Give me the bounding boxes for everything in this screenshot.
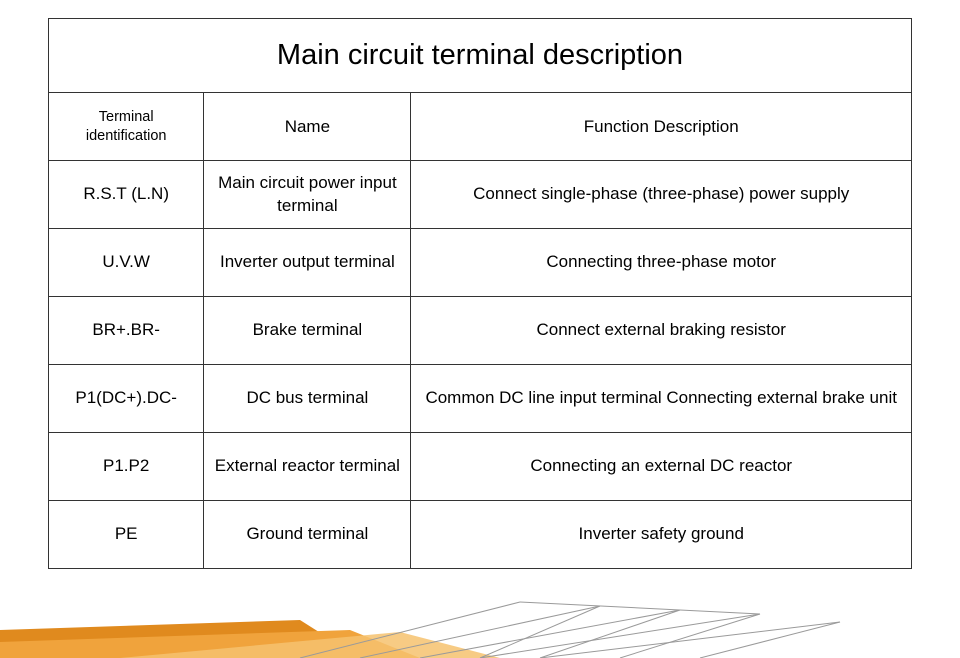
cell-terminal-id: U.V.W: [49, 229, 204, 297]
cell-terminal-id: BR+.BR-: [49, 297, 204, 365]
table-row: U.V.W Inverter output terminal Connectin…: [49, 229, 912, 297]
cell-function: Connecting an external DC reactor: [411, 433, 912, 501]
cell-function: Common DC line input terminal Connecting…: [411, 365, 912, 433]
footer-decoration: [0, 600, 960, 658]
cell-terminal-id: P1(DC+).DC-: [49, 365, 204, 433]
cell-name: Main circuit power input terminal: [204, 161, 411, 229]
cell-name: Inverter output terminal: [204, 229, 411, 297]
cell-name: DC bus terminal: [204, 365, 411, 433]
header-name: Name: [204, 93, 411, 161]
cell-function: Connecting three-phase motor: [411, 229, 912, 297]
cell-terminal-id: R.S.T (L.N): [49, 161, 204, 229]
cell-name: Brake terminal: [204, 297, 411, 365]
terminal-table: Main circuit terminal description Termin…: [48, 18, 912, 569]
table-row: BR+.BR- Brake terminal Connect external …: [49, 297, 912, 365]
cell-terminal-id: PE: [49, 501, 204, 569]
cell-function: Inverter safety ground: [411, 501, 912, 569]
cell-terminal-id: P1.P2: [49, 433, 204, 501]
table-row: P1(DC+).DC- DC bus terminal Common DC li…: [49, 365, 912, 433]
table-row: P1.P2 External reactor terminal Connecti…: [49, 433, 912, 501]
cell-name: External reactor terminal: [204, 433, 411, 501]
table-container: Main circuit terminal description Termin…: [0, 0, 960, 569]
title-row: Main circuit terminal description: [49, 19, 912, 93]
cell-function: Connect single-phase (three-phase) power…: [411, 161, 912, 229]
header-row: Terminal identification Name Function De…: [49, 93, 912, 161]
cell-function: Connect external braking resistor: [411, 297, 912, 365]
table-row: R.S.T (L.N) Main circuit power input ter…: [49, 161, 912, 229]
header-function: Function Description: [411, 93, 912, 161]
table-title: Main circuit terminal description: [49, 19, 912, 93]
header-terminal-id: Terminal identification: [49, 93, 204, 161]
table-row: PE Ground terminal Inverter safety groun…: [49, 501, 912, 569]
cell-name: Ground terminal: [204, 501, 411, 569]
